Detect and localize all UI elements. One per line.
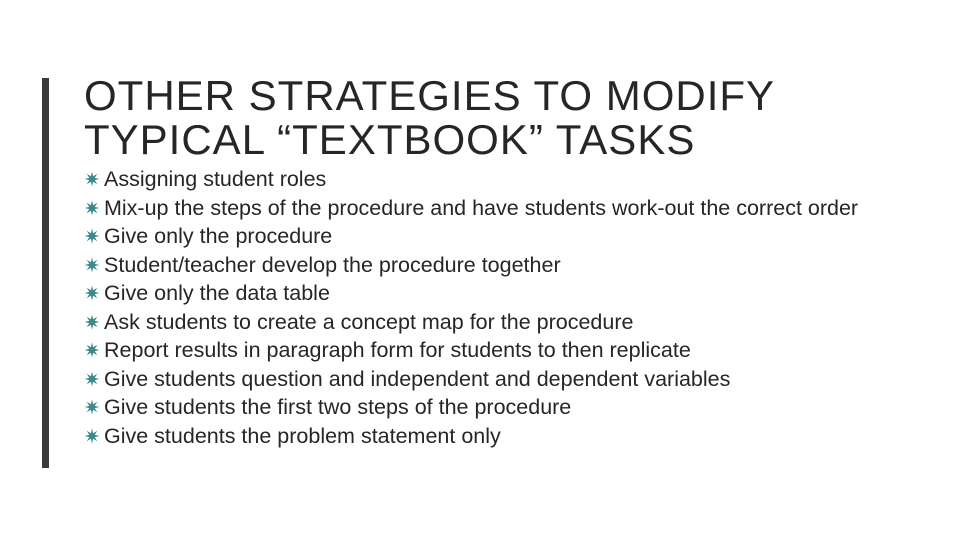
list-item: Assigning student roles (84, 166, 920, 194)
bullet-text: Give students the problem statement only (104, 423, 501, 451)
bullet-list: Assigning student rolesMix-up the steps … (84, 166, 920, 450)
bullet-text: Report results in paragraph form for stu… (104, 337, 691, 365)
slide-content: OTHER STRATEGIES TO MODIFY TYPICAL “TEXT… (84, 74, 920, 451)
list-item: Give students the first two steps of the… (84, 394, 920, 422)
slide-title: OTHER STRATEGIES TO MODIFY TYPICAL “TEXT… (84, 74, 920, 162)
starburst-icon (84, 314, 100, 330)
list-item: Give students question and independent a… (84, 366, 920, 394)
starburst-icon (84, 399, 100, 415)
bullet-text: Give only the procedure (104, 223, 332, 251)
accent-bar (42, 78, 49, 468)
bullet-text: Give students the first two steps of the… (104, 394, 571, 422)
starburst-icon (84, 171, 100, 187)
starburst-icon (84, 200, 100, 216)
bullet-text: Give students question and independent a… (104, 366, 730, 394)
slide: OTHER STRATEGIES TO MODIFY TYPICAL “TEXT… (0, 0, 960, 540)
list-item: Give only the procedure (84, 223, 920, 251)
list-item: Report results in paragraph form for stu… (84, 337, 920, 365)
list-item: Give students the problem statement only (84, 423, 920, 451)
bullet-text: Give only the data table (104, 280, 330, 308)
list-item: Student/teacher develop the procedure to… (84, 252, 920, 280)
starburst-icon (84, 428, 100, 444)
bullet-text: Student/teacher develop the procedure to… (104, 252, 561, 280)
list-item: Give only the data table (84, 280, 920, 308)
starburst-icon (84, 285, 100, 301)
starburst-icon (84, 342, 100, 358)
list-item: Mix-up the steps of the procedure and ha… (84, 195, 920, 223)
starburst-icon (84, 257, 100, 273)
bullet-text: Mix-up the steps of the procedure and ha… (104, 195, 858, 223)
bullet-text: Ask students to create a concept map for… (104, 309, 633, 337)
list-item: Ask students to create a concept map for… (84, 309, 920, 337)
starburst-icon (84, 371, 100, 387)
bullet-text: Assigning student roles (104, 166, 326, 194)
starburst-icon (84, 228, 100, 244)
